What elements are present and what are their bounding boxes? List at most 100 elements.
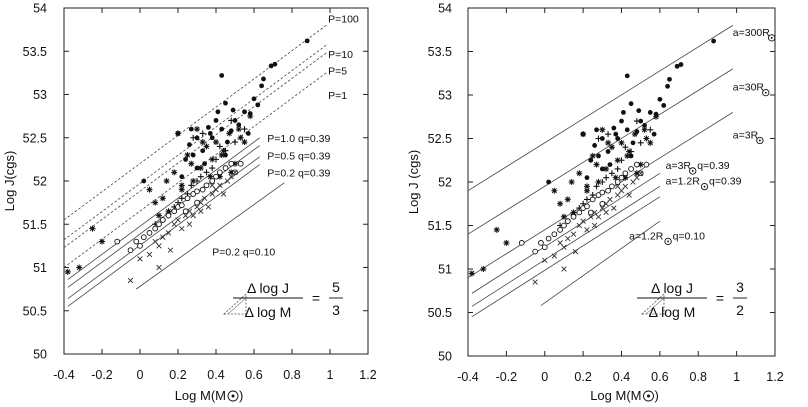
data-point-filled	[232, 118, 238, 123]
data-point-filled	[619, 118, 624, 124]
right-x-tick-label: 0.2	[574, 370, 591, 384]
right-x-tick-label: -0.4	[457, 370, 479, 384]
right-series-open-circle	[518, 161, 650, 255]
data-point-open	[633, 161, 640, 168]
right-y-tick-label: 53.5	[428, 45, 452, 59]
data-point-open	[165, 212, 172, 219]
data-point-cross	[165, 230, 172, 236]
left-x-tick-label: -0.4	[53, 368, 75, 382]
data-point-cross	[137, 256, 143, 262]
data-point-star	[207, 173, 214, 180]
left-y-tick-label: 51	[33, 261, 47, 275]
data-point-star	[637, 161, 644, 168]
data-point-cross	[179, 225, 185, 232]
data-point-star	[199, 139, 206, 146]
data-point-filled	[213, 118, 219, 123]
data-point-plus	[628, 148, 635, 155]
data-point-star	[194, 126, 200, 133]
data-point-filled	[251, 96, 257, 102]
sun-symbol-ring	[689, 167, 697, 175]
data-point-cross	[171, 221, 177, 227]
data-point-plus	[595, 135, 602, 142]
data-point-filled	[200, 148, 206, 154]
data-point-plus	[216, 143, 223, 150]
right-line-label-sun-symbol	[756, 136, 764, 145]
data-point-filled	[592, 143, 598, 148]
data-point-open	[199, 186, 206, 193]
data-point-star	[241, 139, 248, 146]
sun-symbol-dot	[703, 185, 706, 188]
sun-symbol-ring	[762, 89, 770, 97]
data-point-star	[595, 179, 602, 185]
right-line-label-sun-symbol	[689, 167, 697, 175]
right-slope-annotation: Δ log J Δ log M = 3 2	[637, 279, 747, 320]
data-point-open	[182, 208, 189, 215]
data-point-filled	[607, 162, 613, 168]
data-point-cross	[561, 266, 567, 272]
slope-triangle-icon-inner	[227, 297, 247, 315]
left-y-tick-label: 52.5	[23, 131, 47, 145]
data-point-cross	[565, 235, 571, 242]
data-point-star	[175, 130, 181, 137]
data-point-open	[114, 238, 121, 245]
left-y-tick-label: 54	[33, 2, 47, 16]
data-point-filled	[624, 73, 630, 79]
data-point-open	[605, 187, 611, 194]
data-point-cross	[603, 209, 609, 216]
data-point-open	[538, 240, 544, 246]
right-y-tick-label: 51.5	[428, 219, 452, 233]
slope-triangle-icon	[222, 293, 247, 315]
data-point-open	[587, 209, 594, 216]
data-point-plus	[593, 183, 600, 190]
data-point-star	[631, 131, 638, 138]
data-point-filled	[207, 131, 213, 136]
data-point-filled	[611, 125, 617, 131]
right-series-filled-circle	[546, 38, 716, 185]
data-point-open	[222, 165, 229, 171]
data-point-star	[583, 183, 590, 190]
right-line-label: a=3R	[733, 130, 759, 142]
data-point-star	[564, 196, 571, 203]
data-point-filled	[546, 179, 551, 185]
data-point-filled	[219, 126, 225, 132]
data-point-open	[551, 231, 558, 238]
slope-triangle-icon	[640, 293, 665, 315]
data-point-open	[541, 244, 548, 251]
data-point-star	[152, 199, 159, 206]
data-point-filled	[272, 61, 278, 67]
left-line-label: P=1	[328, 90, 347, 102]
data-point-star	[560, 213, 567, 220]
data-point-plus	[222, 147, 229, 154]
right-slope-value-numerator: 3	[736, 279, 744, 295]
data-point-plus	[633, 118, 640, 125]
data-point-filled	[188, 126, 194, 132]
data-point-plus	[605, 131, 612, 138]
data-point-open	[152, 225, 159, 232]
left-slope-denominator: Δ log M	[245, 304, 292, 320]
right-reference-line	[540, 220, 661, 306]
left-reference-line	[63, 72, 327, 268]
left-series-star	[64, 113, 254, 275]
left-line-label: P=0.2 q=0.10	[212, 246, 275, 258]
data-point-filled	[179, 174, 185, 180]
data-point-star	[557, 200, 564, 207]
right-x-axis-sun-symbol	[643, 390, 654, 402]
data-point-filled	[225, 139, 230, 145]
data-point-star	[605, 139, 612, 146]
right-y-tick-label: 50.5	[428, 306, 452, 320]
data-point-star	[576, 170, 583, 177]
data-point-cross	[551, 253, 558, 259]
data-point-filled	[605, 149, 611, 154]
right-x-tick-label: 1	[733, 370, 740, 384]
right-line-label: a=3R	[666, 160, 692, 172]
right-x-axis-label-close: )	[655, 388, 659, 403]
sun-symbol-dot	[770, 36, 773, 39]
data-point-cross	[614, 192, 621, 198]
right-y-tick-label: 52.5	[428, 132, 452, 146]
data-point-filled	[215, 109, 221, 115]
data-point-filled	[615, 136, 621, 141]
data-point-plus	[228, 117, 235, 124]
data-point-cross	[152, 238, 158, 245]
sun-symbol-dot	[691, 169, 694, 172]
data-point-open	[216, 169, 223, 176]
